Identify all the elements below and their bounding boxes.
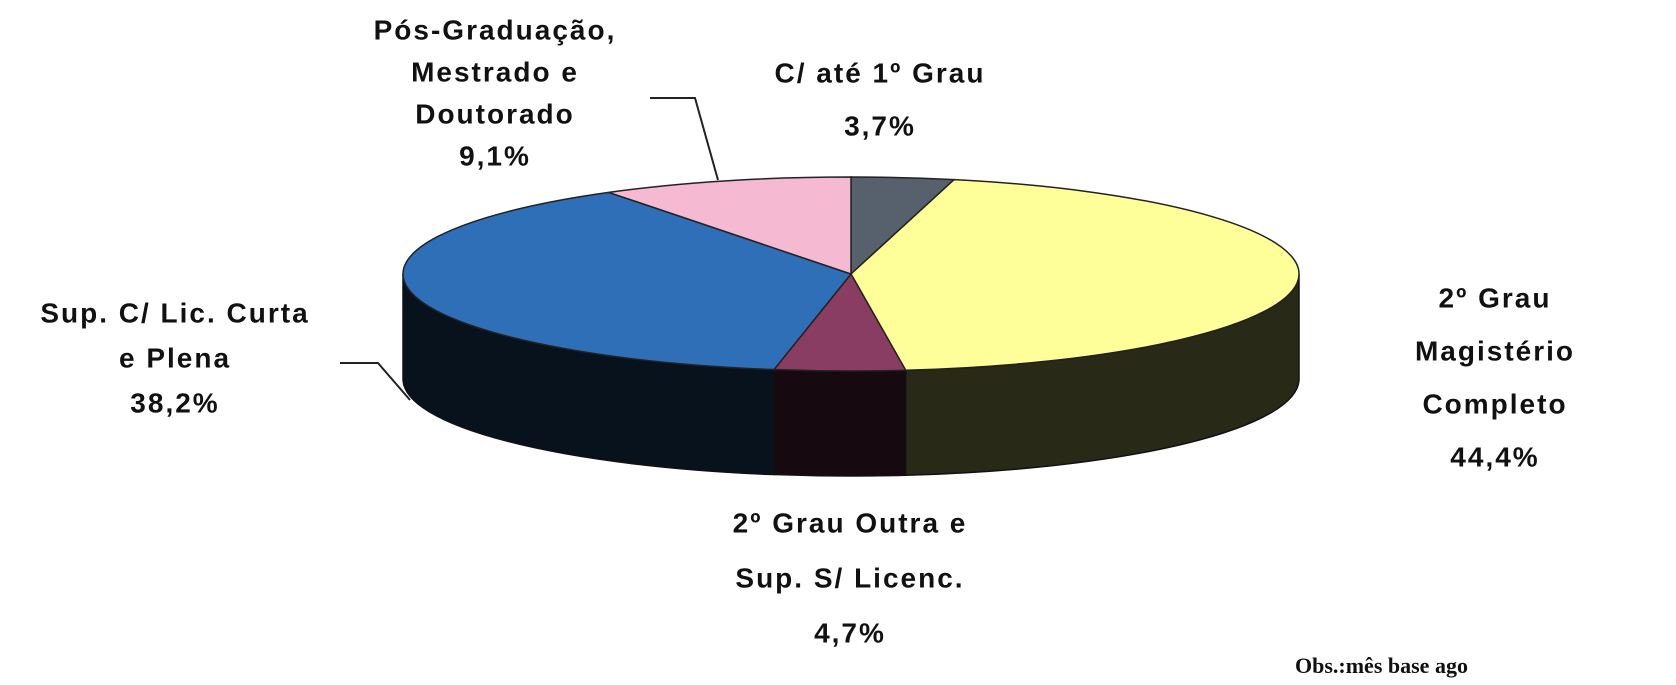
slice-label: Sup. C/ Lic. Curta <box>40 297 309 328</box>
leader-line <box>650 97 719 181</box>
slice-label: Sup. S/ Licenc. <box>735 562 964 593</box>
note: Obs.:mês base ago <box>1295 653 1468 678</box>
slice <box>608 176 852 276</box>
value-label: 3,7% <box>844 110 916 141</box>
value-label: 38,2% <box>130 387 219 418</box>
slice-label: 2º Grau Outra e <box>733 507 968 538</box>
slice-label: Pós-Graduação, <box>374 14 617 45</box>
slice-label: Completo <box>1422 388 1567 419</box>
slice-label: Mestrado e <box>411 56 579 87</box>
value-label: 9,1% <box>459 140 531 171</box>
slice-label: Magistério <box>1415 335 1575 366</box>
slice-label: Doutorado <box>415 98 575 129</box>
value-label: 4,7% <box>814 617 886 648</box>
slice-side <box>773 368 907 477</box>
slice-label: 2º Grau <box>1439 282 1552 313</box>
slice <box>850 178 1300 372</box>
value-label: 44,4% <box>1450 441 1539 472</box>
slice-label: e Plena <box>119 342 231 373</box>
slice-label: C/ até 1º Grau <box>775 57 986 88</box>
leader-line <box>340 362 411 401</box>
